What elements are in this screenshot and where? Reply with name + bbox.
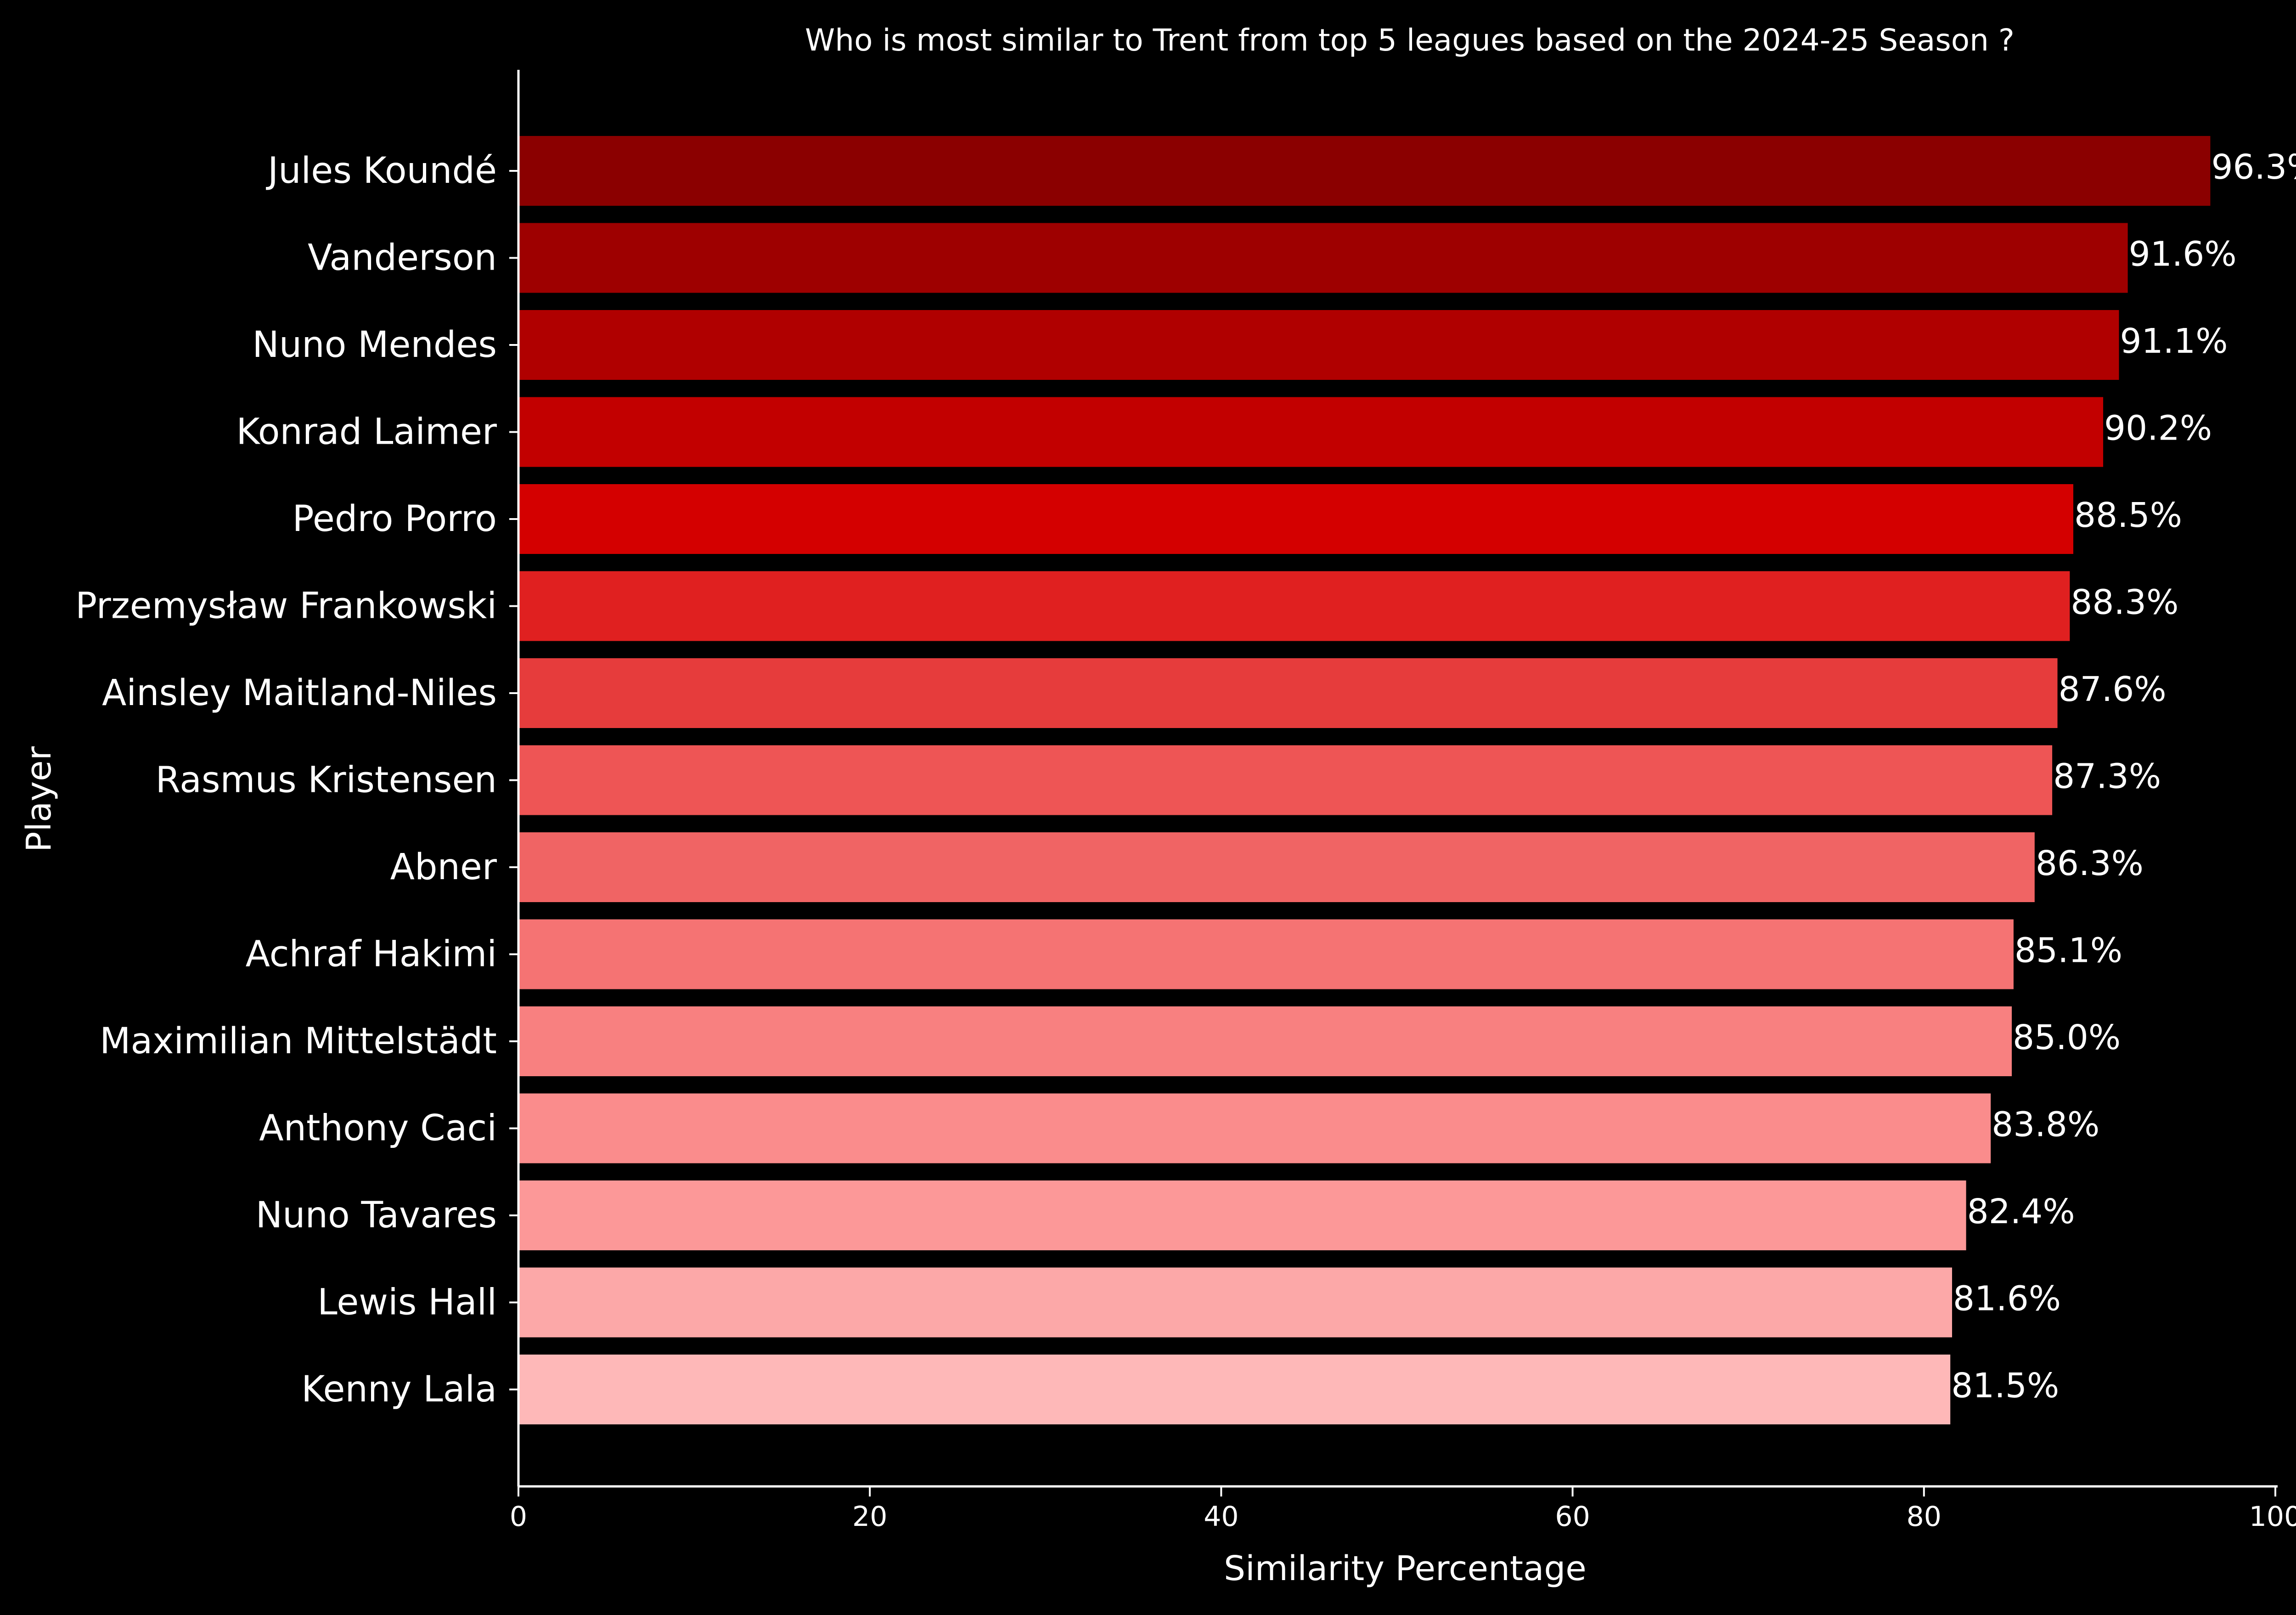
x-axis-label: Similarity Percentage — [1224, 1549, 1587, 1588]
y-tick-label: Nuno Tavares — [256, 1195, 497, 1236]
value-label: 83.8% — [1992, 1105, 2099, 1145]
bar — [518, 571, 2070, 641]
value-label: 90.2% — [2104, 409, 2212, 448]
y-axis-label: Player — [19, 746, 59, 852]
bar — [518, 658, 2058, 728]
value-label: 82.4% — [1967, 1192, 2075, 1231]
bars-group — [518, 136, 2211, 1424]
value-label: 87.6% — [2059, 670, 2167, 709]
y-tick-label: Jules Koundé — [265, 150, 497, 192]
value-label: 86.3% — [2036, 844, 2144, 883]
y-tick-label: Kenny Lala — [301, 1369, 497, 1410]
bar — [518, 484, 2074, 554]
x-tick-label: 60 — [1555, 1501, 1590, 1533]
y-tick-label: Vanderson — [308, 237, 497, 279]
value-label: 88.3% — [2071, 583, 2178, 622]
bar — [518, 1093, 1991, 1163]
y-tick-labels: Jules Koundé Vanderson Nuno Mendes Konrad L… — [75, 150, 518, 1410]
bar — [518, 1180, 1966, 1250]
value-label: 81.6% — [1953, 1279, 2061, 1319]
value-label: 85.0% — [2013, 1018, 2121, 1057]
bar — [518, 832, 2035, 902]
bar — [518, 223, 2128, 293]
y-tick-label: Pedro Porro — [293, 498, 497, 540]
bar — [518, 745, 2053, 815]
x-tick-label: 0 — [510, 1501, 527, 1533]
y-tick-label: Nuno Mendes — [252, 324, 497, 366]
value-label: 85.1% — [2015, 931, 2122, 971]
x-tick-label: 40 — [1204, 1501, 1238, 1533]
bar — [518, 1006, 2012, 1076]
bar — [518, 397, 2104, 467]
bar — [518, 310, 2119, 380]
y-tick-label: Ainsley Maitland-Niles — [102, 672, 497, 714]
x-tick-labels: 0 20 40 60 80 100 — [510, 1486, 2296, 1533]
y-tick-label: Lewis Hall — [317, 1282, 497, 1323]
y-tick-label: Rasmus Kristensen — [156, 760, 497, 801]
y-tick-label: Anthony Caci — [259, 1108, 497, 1149]
bar — [518, 1355, 1951, 1424]
y-tick-label: Achraf Hakimi — [246, 934, 497, 975]
y-tick-label: Maximilian Mittelstädt — [100, 1021, 497, 1062]
chart-title: Who is most similar to Trent from top 5 … — [805, 23, 2015, 58]
bar — [518, 1267, 1953, 1338]
value-label: 96.3% — [2211, 147, 2296, 187]
x-tick-label: 20 — [852, 1501, 887, 1533]
value-labels: 96.3% 91.6% 91.1% 90.2% 88.5% 88.3% 87.6% 87.3%… — [1951, 147, 2296, 1406]
y-tick-label: Abner — [390, 847, 497, 888]
bar — [518, 136, 2211, 206]
x-tick-label: 80 — [1907, 1501, 1941, 1533]
value-label: 91.6% — [2129, 235, 2237, 274]
x-tick-label: 100 — [2249, 1501, 2296, 1533]
value-label: 81.5% — [1951, 1366, 2059, 1406]
value-label: 88.5% — [2074, 496, 2182, 535]
y-tick-label: Przemysław Frankowski — [75, 586, 497, 627]
value-label: 91.1% — [2120, 322, 2228, 361]
value-label: 87.3% — [2053, 757, 2161, 796]
bar — [518, 919, 2014, 989]
y-tick-label: Konrad Laimer — [236, 412, 497, 453]
